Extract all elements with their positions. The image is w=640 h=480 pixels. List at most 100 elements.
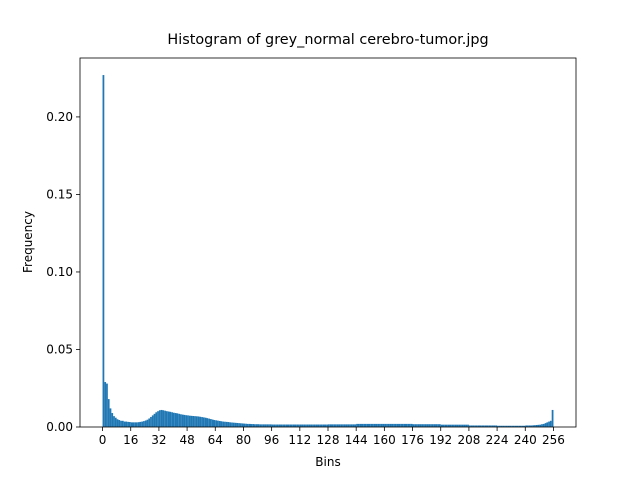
bar	[128, 422, 131, 427]
bar	[164, 410, 166, 427]
bar	[389, 423, 392, 427]
bar	[361, 423, 364, 427]
bar	[217, 420, 219, 427]
bar	[250, 424, 253, 427]
bar	[243, 423, 246, 427]
bar	[491, 425, 494, 427]
x-tick-label: 80	[236, 433, 251, 447]
bar	[370, 423, 373, 427]
bar	[382, 423, 385, 427]
bar	[505, 425, 508, 427]
bar	[148, 418, 151, 427]
bar	[423, 424, 425, 427]
bar	[204, 417, 207, 427]
bar	[414, 424, 417, 427]
bar	[208, 418, 210, 427]
bar	[527, 425, 529, 427]
bar	[368, 423, 371, 427]
bar	[248, 423, 251, 427]
bar	[343, 424, 346, 427]
bar	[296, 424, 299, 427]
bar	[246, 423, 249, 427]
bar	[416, 424, 418, 427]
bar	[518, 425, 520, 427]
bar	[354, 424, 357, 427]
bar	[537, 424, 540, 427]
bar	[162, 410, 165, 427]
bar	[107, 399, 110, 427]
bar	[541, 424, 543, 427]
bar	[401, 423, 404, 427]
bar	[444, 424, 447, 427]
bar	[433, 424, 436, 427]
bar	[465, 424, 468, 427]
bar	[320, 424, 323, 427]
bar	[266, 424, 269, 427]
bar	[151, 415, 154, 427]
bar	[181, 414, 184, 427]
bar	[407, 423, 410, 427]
bar	[183, 414, 186, 427]
bar	[257, 424, 260, 427]
bar	[393, 423, 395, 427]
bar	[231, 422, 233, 427]
bar	[299, 424, 302, 427]
x-tick-label: 224	[486, 433, 509, 447]
y-tick-label: 0.10	[46, 265, 73, 279]
bar	[202, 417, 205, 427]
bar	[282, 424, 284, 427]
bar	[176, 413, 179, 427]
bar	[424, 424, 427, 427]
bar	[516, 425, 519, 427]
bar	[229, 422, 232, 427]
bar	[372, 423, 374, 427]
bar	[523, 425, 526, 427]
bar	[514, 425, 517, 427]
bar	[356, 423, 358, 427]
bar	[493, 425, 496, 427]
bar	[504, 425, 506, 427]
bar	[449, 424, 452, 427]
x-axis-label: Bins	[315, 455, 340, 469]
bar	[294, 424, 297, 427]
bar	[379, 423, 381, 427]
bar	[199, 416, 202, 427]
bar	[301, 424, 304, 427]
bar	[458, 424, 461, 427]
bar	[456, 424, 459, 427]
bar	[192, 415, 195, 427]
bar	[312, 424, 314, 427]
x-tick-label: 240	[514, 433, 537, 447]
bar	[468, 425, 471, 427]
bar	[521, 425, 524, 427]
bar	[146, 419, 149, 427]
bar	[484, 425, 487, 427]
bar	[178, 413, 181, 427]
bar	[463, 424, 466, 427]
x-tick-label: 192	[429, 433, 452, 447]
bar	[116, 419, 119, 427]
bar	[470, 425, 473, 427]
bar	[546, 422, 549, 427]
bar	[384, 423, 387, 427]
bar	[460, 424, 462, 427]
bar	[479, 425, 482, 427]
bar	[386, 423, 388, 427]
bar	[102, 75, 105, 427]
bar	[224, 421, 226, 427]
bar	[121, 420, 124, 427]
y-tick-label: 0.05	[46, 342, 73, 356]
bar	[532, 425, 535, 427]
bar	[188, 415, 191, 427]
bar	[167, 411, 170, 427]
bar	[535, 424, 538, 427]
bar	[310, 424, 313, 427]
bar	[239, 423, 242, 427]
bar	[477, 425, 480, 427]
bar	[474, 425, 476, 427]
bar	[437, 424, 439, 427]
bar	[375, 423, 378, 427]
bar	[440, 424, 443, 427]
bar	[150, 416, 152, 427]
